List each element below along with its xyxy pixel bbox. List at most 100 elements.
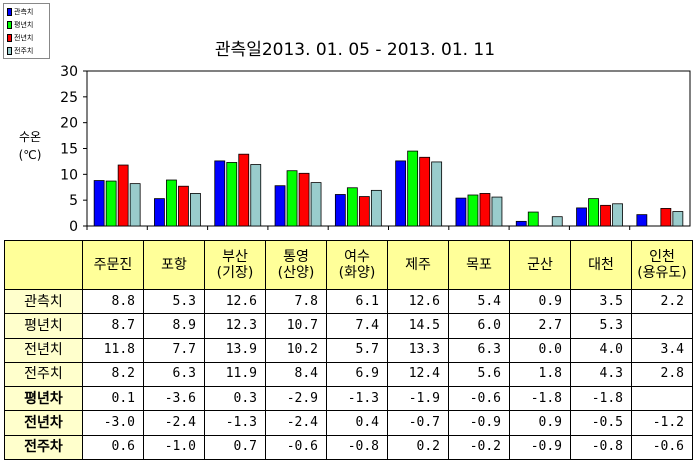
table-column-header: 제주 [387, 240, 449, 290]
table-row: 평년차 0.1 -3.6 0.3 -2.9 -1.3 -1.9 -0.6 -1.8 -1.8 [4, 386, 693, 412]
table-cell: -0.6 [265, 434, 327, 461]
y-tick-label: 20 [60, 116, 78, 132]
legend-label: 관측치 [14, 8, 34, 16]
table-cell: -0.9 [509, 434, 571, 461]
table-cell: 12.6 [204, 288, 266, 315]
legend-swatch [7, 21, 12, 29]
column-header-name: 주문진 [93, 257, 133, 273]
table-cell: 12.3 [204, 313, 266, 339]
chart-title: 관측일2013. 01. 05 - 2013. 01. 11 [214, 40, 496, 60]
table-cell: 6.3 [448, 337, 510, 363]
table-column-header: 포항 [143, 240, 205, 290]
row-label: 전주차 [4, 434, 83, 461]
bar [310, 182, 322, 227]
table-cell: 2.2 [631, 288, 693, 315]
bar [346, 187, 358, 227]
table-column-header: 주문진 [82, 240, 144, 290]
y-tick-label: 25 [60, 90, 78, 106]
table-cell: 5.6 [448, 361, 510, 388]
bar [334, 194, 346, 227]
bar [515, 220, 527, 227]
column-header-name: 대천 [588, 257, 614, 273]
table-cell: 0.7 [204, 434, 266, 461]
table-cell: 8.2 [82, 361, 144, 388]
table-corner-cell [4, 240, 83, 290]
table-cell: -1.2 [631, 410, 693, 436]
bar [214, 160, 226, 227]
bar [190, 193, 201, 227]
row-label: 평년치 [4, 313, 83, 339]
table-cell: 0.9 [509, 288, 571, 315]
bar [395, 160, 407, 227]
table-cell: 10.7 [265, 313, 327, 339]
table-cell: 11.9 [204, 361, 266, 388]
table-cell: 3.5 [570, 288, 632, 315]
table-cell: 0.3 [204, 386, 266, 412]
table-cell: -1.3 [326, 386, 388, 412]
table-cell: 5.4 [448, 288, 510, 315]
table-column-header: 인천 (용유도) [631, 240, 693, 290]
table-cell: 7.4 [326, 313, 388, 339]
table-cell: 0.1 [82, 386, 144, 412]
bar [129, 183, 141, 227]
bar [166, 179, 177, 227]
column-header-name: 인천 [649, 249, 675, 265]
column-header-name: 여수 [344, 249, 370, 265]
table-cell: -2.4 [143, 410, 205, 436]
legend-swatch [7, 8, 12, 16]
table-cell: -0.2 [448, 434, 510, 461]
bar [93, 180, 105, 227]
table-cell: -3.6 [143, 386, 205, 412]
y-tick-label: 5 [69, 193, 78, 209]
table-cell: -3.0 [82, 410, 144, 436]
legend-swatch [7, 34, 12, 42]
table-cell: -0.6 [448, 386, 510, 412]
table-column-header: 군산 [509, 240, 571, 290]
table-cell: 0.2 [387, 434, 449, 461]
column-header-name: 제주 [405, 257, 431, 273]
bar [612, 203, 623, 227]
y-tick-label: 0 [69, 219, 78, 235]
table-column-header: 통영 (산양) [265, 240, 327, 290]
bar [576, 207, 587, 227]
table-cell: 14.5 [387, 313, 449, 339]
table-cell [631, 313, 693, 339]
table-cell: -1.0 [143, 434, 205, 461]
table-cell: 13.3 [387, 337, 449, 363]
bar-chart: 0 5 10 15 20 25 30 [60, 64, 691, 235]
table-cell: -0.8 [326, 434, 388, 461]
data-table: 주문진 포항 부산 (기장) 통영 (산양) 여수 (화양) 제주 목포 군산 대천 인천 (용유도) 관… [4, 240, 693, 461]
table-cell: -0.9 [448, 410, 510, 436]
table-cell: 12.6 [387, 288, 449, 315]
bar [370, 189, 382, 227]
table-cell: 4.3 [570, 361, 632, 388]
bar [286, 170, 298, 227]
table-cell: -0.6 [631, 434, 693, 461]
column-header-name: 통영 [283, 249, 309, 265]
bar [527, 211, 539, 227]
table-cell: 7.7 [143, 337, 205, 363]
table-cell: 0.0 [509, 337, 571, 363]
table-cell: 6.1 [326, 288, 388, 315]
table-cell: 3.4 [631, 337, 693, 363]
bar [117, 164, 129, 227]
bar [238, 153, 250, 227]
table-cell: -2.4 [265, 410, 327, 436]
row-label: 전주치 [4, 361, 83, 388]
legend-label: 전년치 [14, 34, 34, 42]
bar [600, 204, 611, 227]
y-tick-label: 15 [60, 142, 78, 158]
table-column-header: 목포 [448, 240, 510, 290]
bar [588, 198, 599, 227]
table-column-header: 대천 [570, 240, 632, 290]
table-row: 전주차 0.6 -1.0 0.7 -0.6 -0.8 0.2 -0.2 -0.9 -0.8 -0.6 [4, 434, 693, 461]
legend-item: 관측치 [7, 6, 33, 18]
table-cell: -2.9 [265, 386, 327, 412]
table-cell: -1.9 [387, 386, 449, 412]
bar [660, 208, 672, 227]
table-cell: 13.9 [204, 337, 266, 363]
table-cell: -1.8 [509, 386, 571, 412]
column-header-sub: (산양) [277, 265, 315, 281]
table-cell: 8.9 [143, 313, 205, 339]
table-row: 관측치 8.8 5.3 12.6 7.8 6.1 12.6 5.4 0.9 3.5 2.2 [4, 288, 693, 315]
